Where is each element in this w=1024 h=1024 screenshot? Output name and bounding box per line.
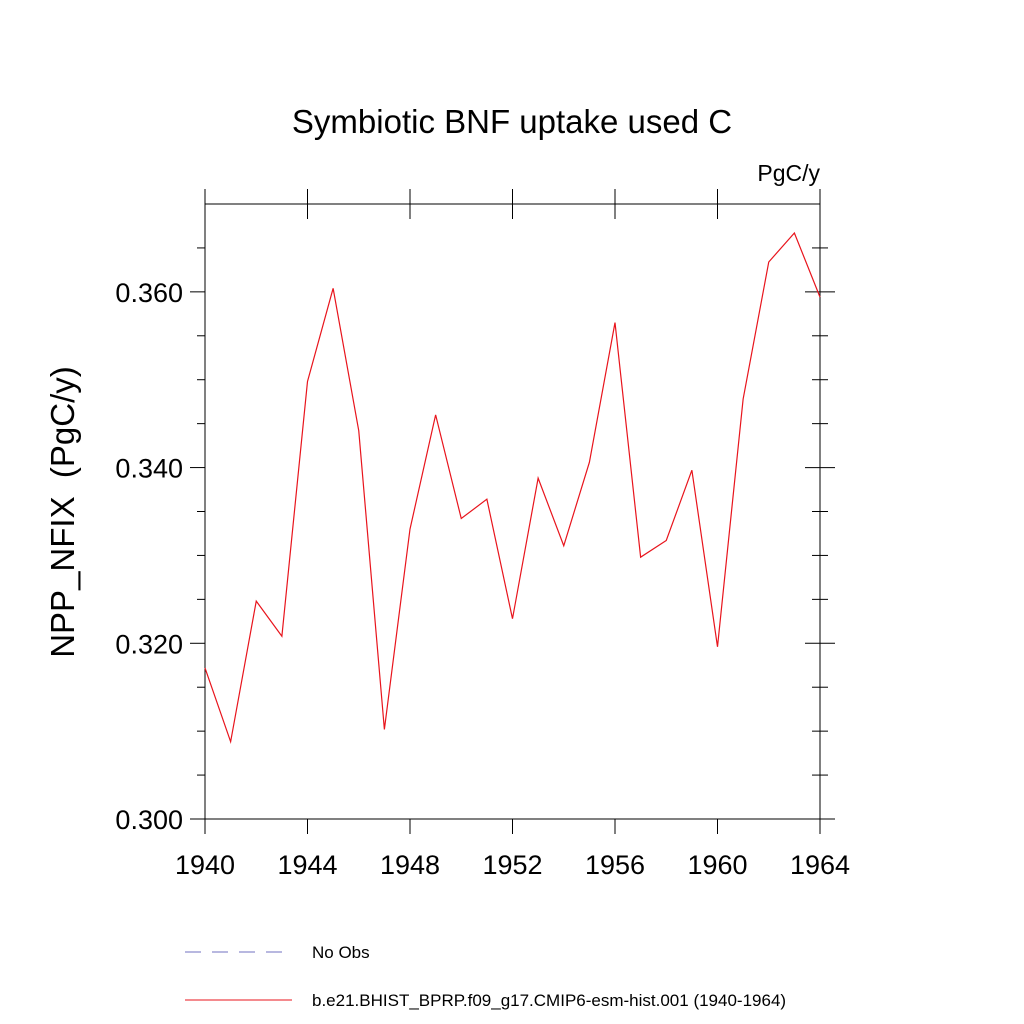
series-line (204, 231, 821, 745)
x-tick-label: 1948 (380, 850, 440, 880)
series-lines (204, 231, 821, 745)
x-tick-label: 1944 (277, 850, 337, 880)
y-tick-label: 0.360 (115, 278, 183, 308)
legend: No Obs b.e21.BHIST_BPRP.f09_g17.CMIP6-esm… (185, 943, 786, 1010)
x-tick-label: 1952 (482, 850, 542, 880)
plot-frame (204, 203, 821, 820)
x-tick-label: 1964 (790, 850, 850, 880)
y-tick-label: 0.300 (115, 805, 183, 835)
legend-label: b.e21.BHIST_BPRP.f09_g17.CMIP6-esm-hist.… (312, 991, 786, 1010)
x-tick-label: 1940 (175, 850, 235, 880)
axes: 1940 1944 1948 1952 1956 1960 1964 0.300 0.320 0.… (115, 189, 850, 880)
y-tick-label: 0.340 (115, 454, 183, 484)
units-label: PgC/y (757, 160, 820, 186)
chart-title: Symbiotic BNF uptake used C (292, 103, 732, 140)
legend-label: No Obs (312, 943, 370, 962)
x-tick-label: 1956 (585, 850, 645, 880)
y-tick-label: 0.320 (115, 629, 183, 659)
x-tick-label: 1960 (687, 850, 747, 880)
y-axis-label: NPP_NFIX (PgC/y) (44, 366, 81, 658)
